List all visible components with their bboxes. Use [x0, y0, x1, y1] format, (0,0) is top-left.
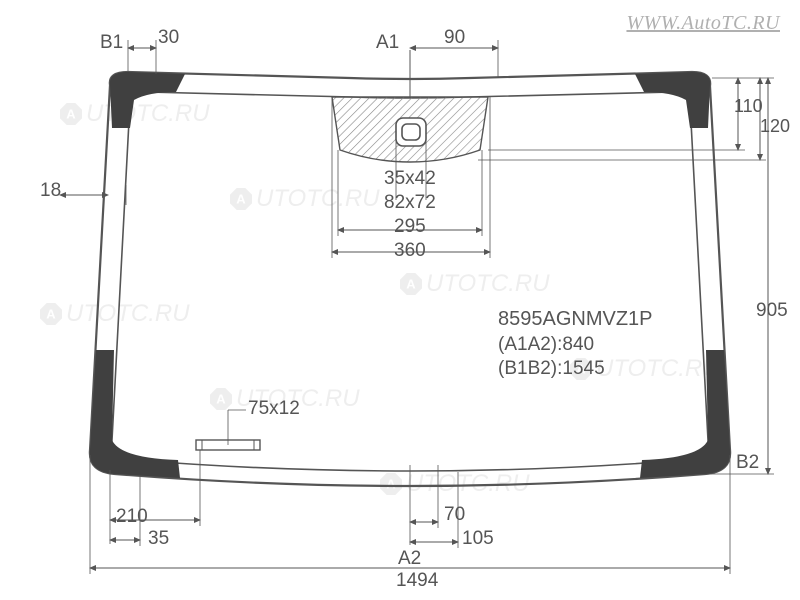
dim-1494: 1494: [396, 570, 438, 592]
dim-360: 360: [394, 240, 426, 262]
label-b1b2: (B1B2):1545: [498, 358, 605, 380]
dim-35: 35: [148, 528, 169, 550]
dim-30: 30: [158, 27, 179, 49]
label-a2: A2: [398, 548, 421, 570]
dim-82x72: 82x72: [384, 192, 436, 214]
dim-70: 70: [444, 504, 465, 526]
dim-105: 105: [462, 528, 494, 550]
code-vin: 8595AGNMVZ1P: [498, 308, 653, 331]
dim-90: 90: [444, 27, 465, 49]
label-b2: B2: [736, 452, 759, 474]
dim-110: 110: [734, 96, 763, 117]
label-a1: A1: [376, 32, 399, 54]
dim-35x42: 35x42: [384, 168, 436, 190]
dim-120: 120: [760, 116, 790, 137]
dim-905: 905: [756, 300, 788, 322]
dim-18: 18: [40, 180, 61, 202]
label-b1: B1: [100, 32, 123, 54]
dim-210: 210: [116, 506, 148, 528]
dim-295: 295: [394, 216, 426, 238]
dim-75x12: 75x12: [248, 398, 300, 420]
label-a1a2: (A1A2):840: [498, 334, 594, 356]
